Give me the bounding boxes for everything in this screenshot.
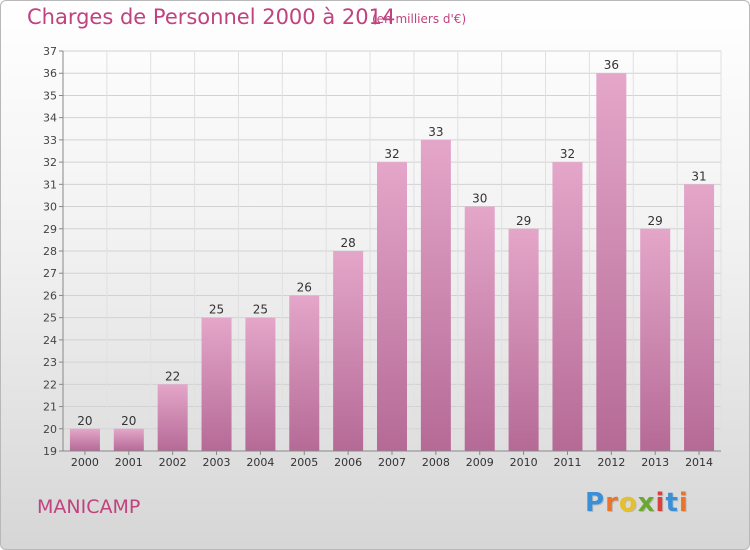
x-tick-label: 2005 <box>290 456 318 469</box>
x-tick-label: 2010 <box>510 456 538 469</box>
bar-2010 <box>508 228 539 451</box>
y-tick-label: 25 <box>43 312 57 325</box>
data-label: 36 <box>604 58 619 72</box>
x-tick-label: 2013 <box>641 456 669 469</box>
x-tick-label: 2007 <box>378 456 406 469</box>
x-tick-label: 2000 <box>71 456 99 469</box>
bar-2004 <box>245 317 276 451</box>
data-label: 20 <box>121 414 136 428</box>
y-tick-label: 23 <box>43 356 57 369</box>
x-tick-label: 2009 <box>466 456 494 469</box>
logo-letter: t <box>665 488 679 518</box>
bar-2014 <box>684 184 715 452</box>
x-tick-label: 2011 <box>553 456 581 469</box>
bar-2002 <box>157 384 188 451</box>
logo-letter: i <box>678 488 689 518</box>
y-tick-label: 26 <box>43 289 57 302</box>
data-label: 20 <box>77 414 92 428</box>
y-tick-label: 28 <box>43 245 57 258</box>
y-tick-label: 31 <box>43 178 57 191</box>
y-tick-label: 36 <box>43 67 57 80</box>
proxiti-logo[interactable]: Proxiti <box>585 488 689 518</box>
y-tick-label: 35 <box>43 89 57 102</box>
bar-2013 <box>640 228 671 451</box>
y-tick-label: 21 <box>43 401 57 414</box>
chart-subtitle: (en milliers d'€) <box>372 12 467 26</box>
y-tick-label: 22 <box>43 378 57 391</box>
x-tick-label: 2004 <box>246 456 274 469</box>
data-label: 32 <box>384 147 399 161</box>
data-label: 26 <box>297 280 312 294</box>
y-tick-label: 34 <box>43 112 57 125</box>
x-tick-label: 2012 <box>597 456 625 469</box>
y-tick-label: 29 <box>43 223 57 236</box>
bar-2011 <box>552 162 583 451</box>
y-tick-label: 24 <box>43 334 57 347</box>
y-tick-label: 20 <box>43 423 57 436</box>
place-name: MANICAMP <box>37 496 141 518</box>
data-label: 25 <box>209 303 224 317</box>
logo-letter: i <box>655 488 666 518</box>
y-tick-label: 19 <box>43 445 57 458</box>
x-tick-label: 2003 <box>203 456 231 469</box>
y-tick-label: 33 <box>43 134 57 147</box>
chart-title: Charges de Personnel 2000 à 2014 <box>27 5 396 29</box>
data-label: 31 <box>691 169 706 183</box>
data-labels: 20 20 22 25 25 26 28 32 33 30 29 32 36 29 31 <box>77 58 706 428</box>
bar-2008 <box>420 139 451 451</box>
bar-2000 <box>69 428 100 451</box>
bar-2012 <box>596 73 627 451</box>
data-label: 22 <box>165 369 180 383</box>
data-label: 30 <box>472 192 487 206</box>
logo-letter: x <box>637 488 656 518</box>
data-label: 28 <box>340 236 355 250</box>
y-tick-label: 32 <box>43 156 57 169</box>
axes: 19 20 21 22 23 24 25 26 27 28 29 30 31 32 33 34 35 36 37 20… <box>43 45 721 469</box>
data-label: 32 <box>560 147 575 161</box>
data-label: 33 <box>428 125 443 139</box>
x-tick-label: 2002 <box>159 456 187 469</box>
y-tick-label: 27 <box>43 267 57 280</box>
x-tick-label: 2006 <box>334 456 362 469</box>
bar-2005 <box>289 295 320 451</box>
data-label: 25 <box>253 303 268 317</box>
logo-letter: P <box>585 488 606 518</box>
bars <box>69 73 715 452</box>
data-label: 29 <box>516 214 531 228</box>
logo-letter: r <box>605 488 619 518</box>
x-tick-label: 2001 <box>115 456 143 469</box>
x-tick-label: 2014 <box>685 456 713 469</box>
bar-2007 <box>377 162 407 451</box>
bar-2009 <box>464 206 495 451</box>
bar-2003 <box>201 317 232 451</box>
logo-letter: o <box>618 488 638 518</box>
bar-2006 <box>333 251 364 451</box>
y-tick-label: 37 <box>43 45 57 58</box>
data-label: 29 <box>648 214 663 228</box>
y-tick-label: 30 <box>43 201 57 214</box>
bar-2001 <box>113 428 144 451</box>
x-tick-label: 2008 <box>422 456 450 469</box>
